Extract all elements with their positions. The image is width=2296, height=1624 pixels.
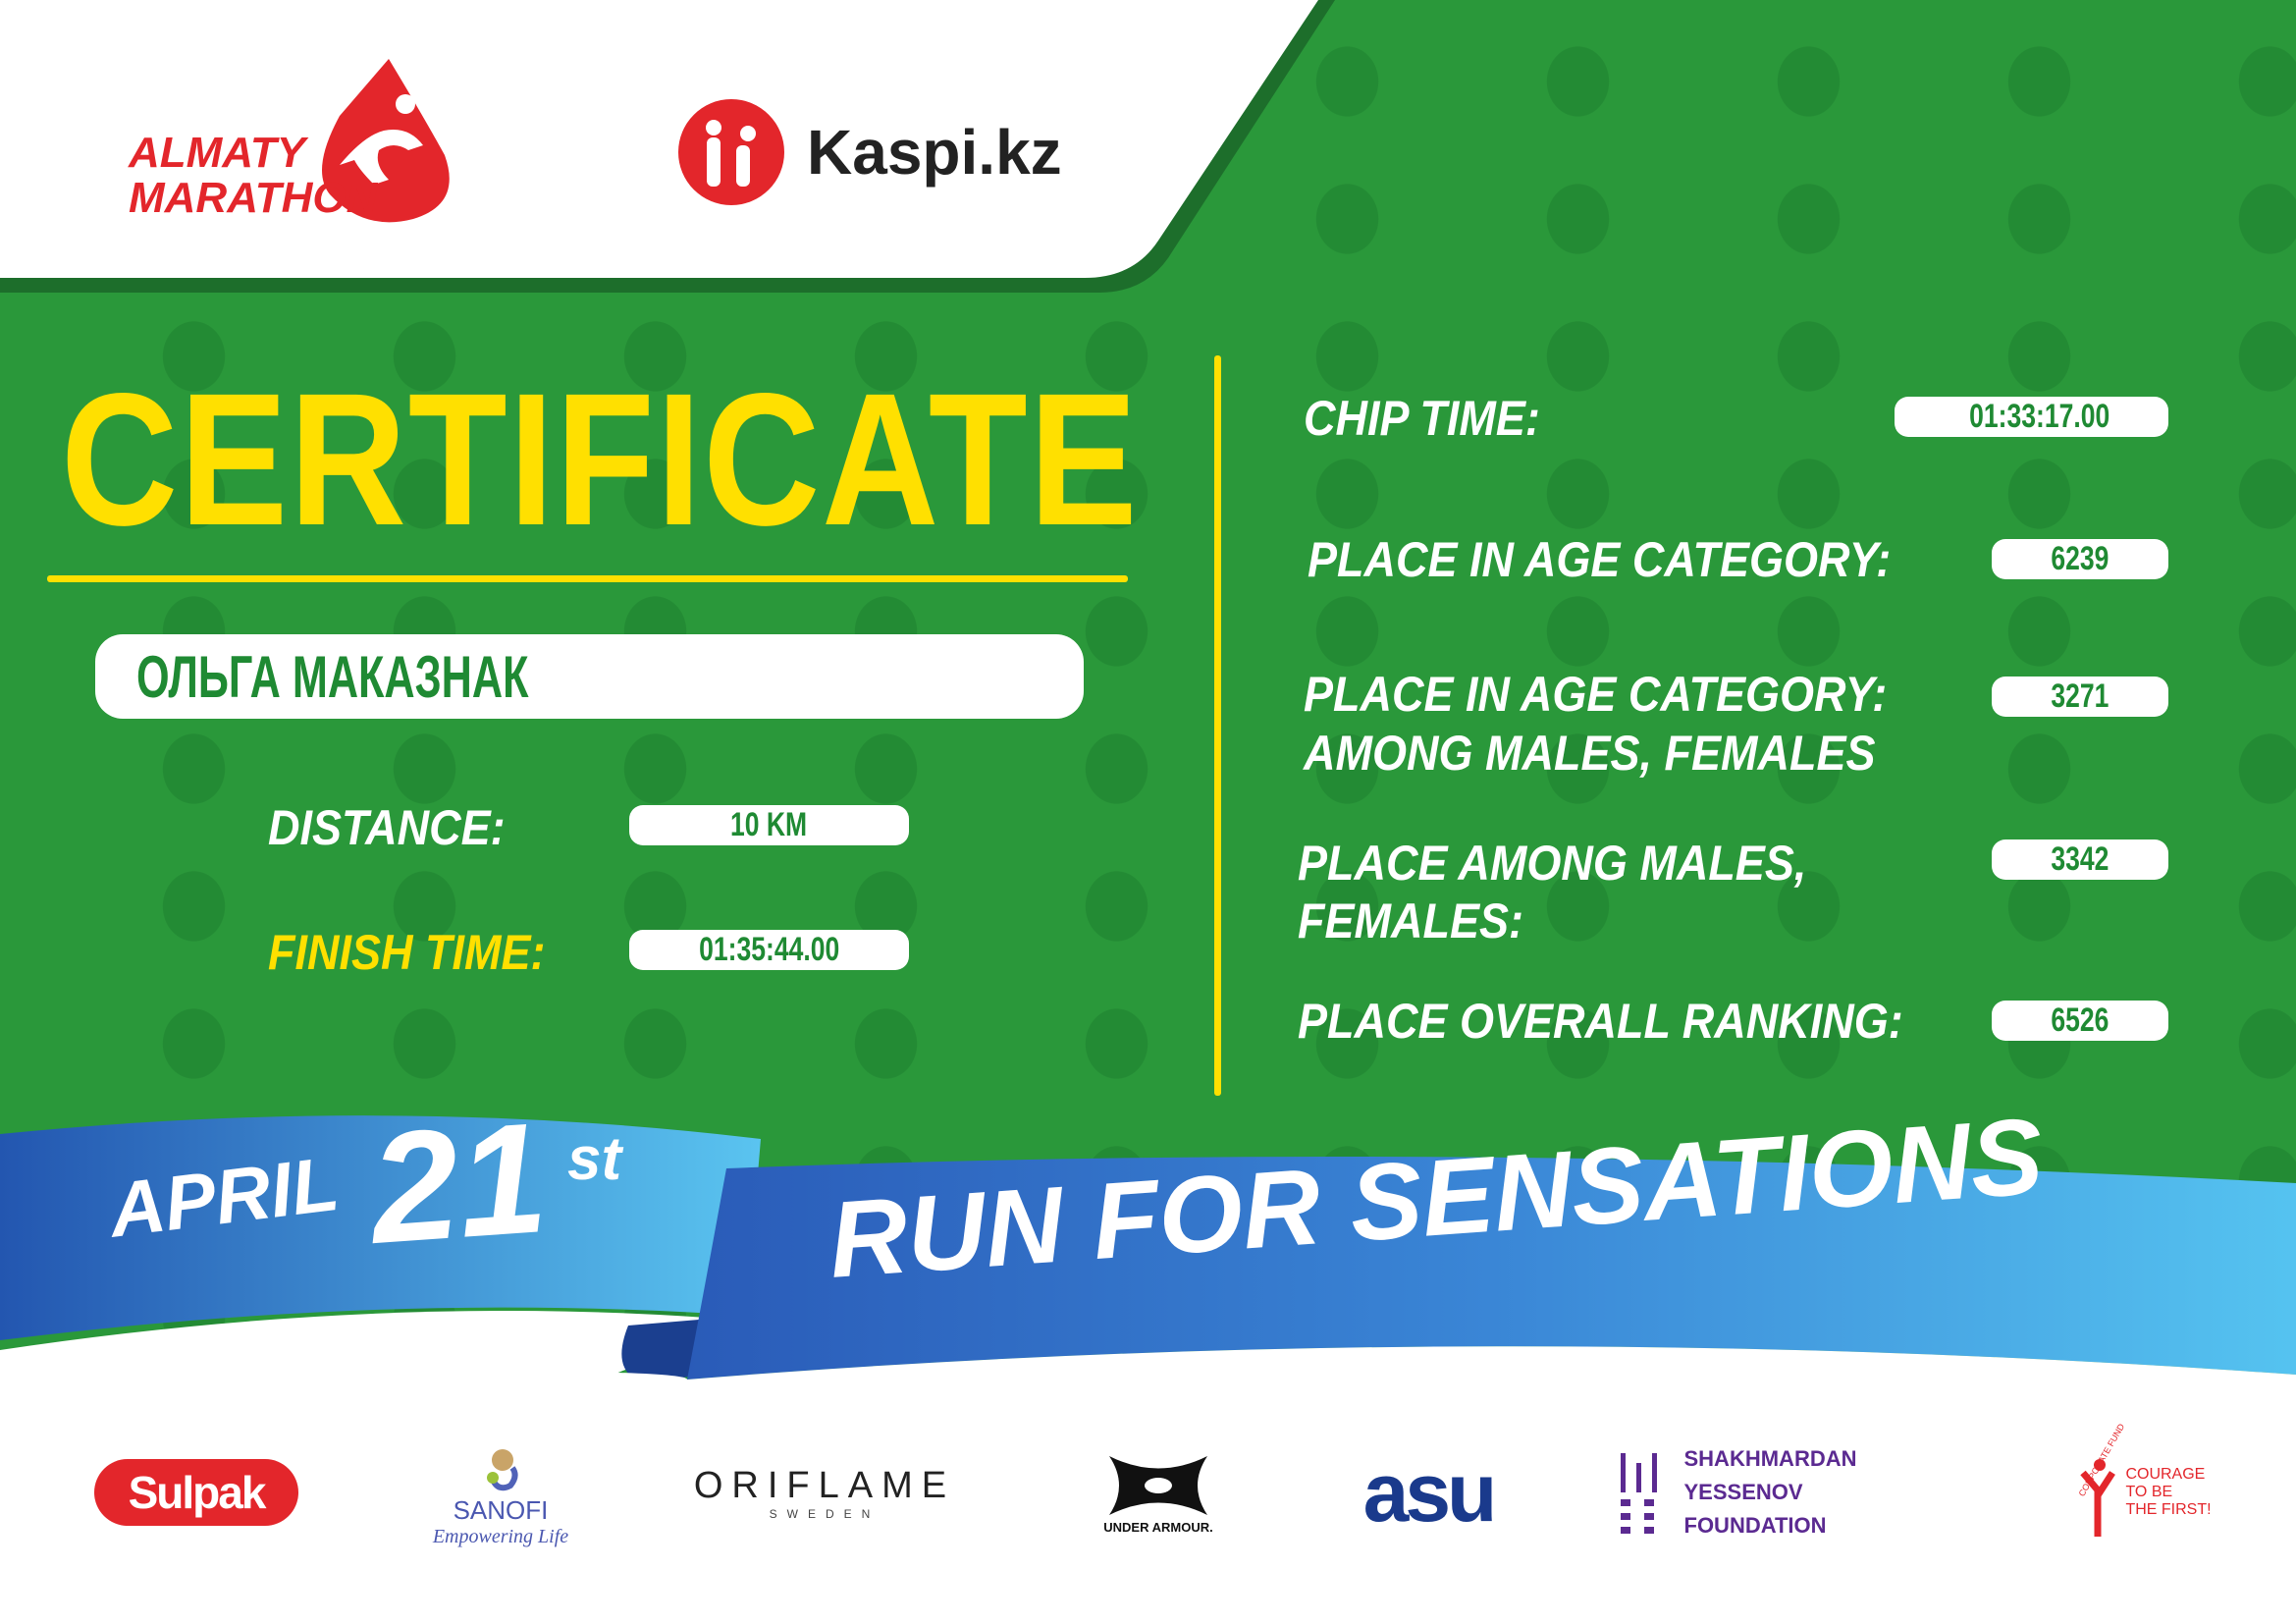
place-age-gender-value: 3271 [2051,677,2109,715]
place-age-label: PLACE IN AGE CATEGORY: [1308,532,1892,587]
date-day: 21 [364,1089,552,1276]
oriflame-sub: SWEDEN [769,1506,881,1521]
kaspi-wordmark: Kaspi.kz [807,117,1062,188]
courage-line2: TO BE [2125,1484,2173,1500]
courage-icon: CORPORATE FUND [2068,1422,2127,1542]
place-gender-value: 3342 [2051,840,2109,878]
title-underline [47,575,1128,582]
participant-name-field: ОЛЬГА МАКАЗНАК [95,634,1084,719]
place-overall-value: 6526 [2051,1001,2109,1039]
chip-time-value: 01:33:17.00 [1968,398,2109,435]
kaspi-icon [678,99,784,205]
sponsor-oriflame: ORIFLAME SWEDEN [687,1424,962,1561]
chip-time-label: CHIP TIME: [1304,391,1540,446]
runner-drop-icon [322,59,450,223]
almaty-marathon-wordmark: ALMATY MARATHON [129,129,378,222]
finish-time-value: 01:35:44.00 [698,931,840,968]
place-age-value-box: 6239 [1992,539,2168,579]
date-suffix: st [567,1125,622,1193]
sanofi-wordmark: SANOFI [453,1495,549,1525]
chip-time-value-box: 01:33:17.00 [1895,397,2168,437]
asu-logo: asu [1362,1445,1498,1539]
place-gender-value-box: 3342 [1992,839,2168,880]
place-overall-label: PLACE OVERALL RANKING: [1298,994,1903,1049]
place-age-gender-label-line2: AMONG MALES, FEMALES [1304,726,1876,781]
place-age-value: 6239 [2051,540,2109,577]
sponsor-asu: asu [1345,1424,1512,1561]
sponsor-sulpak: Sulpak [93,1424,299,1561]
sponsor-courage-fund: CORPORATE FUND COURAGE TO BE THE FIRST! [2052,1422,2228,1561]
sponsor-sanofi: SANOFI Empowering Life [412,1429,589,1566]
courage-line3: THE FIRST! [2125,1501,2212,1518]
distance-value-box: 10 KM [629,805,909,845]
column-divider [1214,355,1221,1096]
sponsor-under-armour: UNDER ARMOUR. [1070,1424,1247,1561]
yessenov-line2: FOUNDATION [1683,1513,1827,1538]
place-gender-label-line2: FEMALES: [1298,893,1523,948]
distance-label: DISTANCE: [268,800,506,855]
sanofi-tagline: Empowering Life [432,1526,569,1547]
finish-time-value-box: 01:35:44.00 [629,930,909,970]
yessenov-line1: SHAKHMARDAN YESSENOV [1683,1446,1857,1504]
oriflame-wordmark: ORIFLAME [693,1464,956,1506]
certificate-title: CERTIFICATE [61,353,1140,565]
place-overall-value-box: 6526 [1992,1001,2168,1041]
distance-value: 10 KM [730,806,808,843]
almaty-marathon-logo: ALMATY MARATHON [129,57,453,224]
sulpak-logo: Sulpak [94,1459,298,1526]
participant-name: ОЛЬГА МАКАЗНАК [136,643,529,710]
place-age-gender-value-box: 3271 [1992,677,2168,717]
place-gender-label-line1: PLACE AMONG MALES, [1298,836,1807,891]
header-panel [0,0,1335,293]
sanofi-icon [487,1449,518,1491]
under-armour-icon [1109,1455,1207,1515]
under-armour-wordmark: UNDER ARMOUR. [1103,1519,1213,1535]
place-age-gender-label-line1: PLACE IN AGE CATEGORY: [1304,667,1888,722]
kaspi-logo: Kaspi.kz [677,98,1062,206]
yessenov-icon [1621,1453,1657,1534]
courage-line1: COURAGE [2125,1466,2206,1483]
sponsor-yessenov: SHAKHMARDAN YESSENOV FOUNDATION [1615,1424,1949,1561]
finish-time-label: FINISH TIME: [268,925,546,980]
